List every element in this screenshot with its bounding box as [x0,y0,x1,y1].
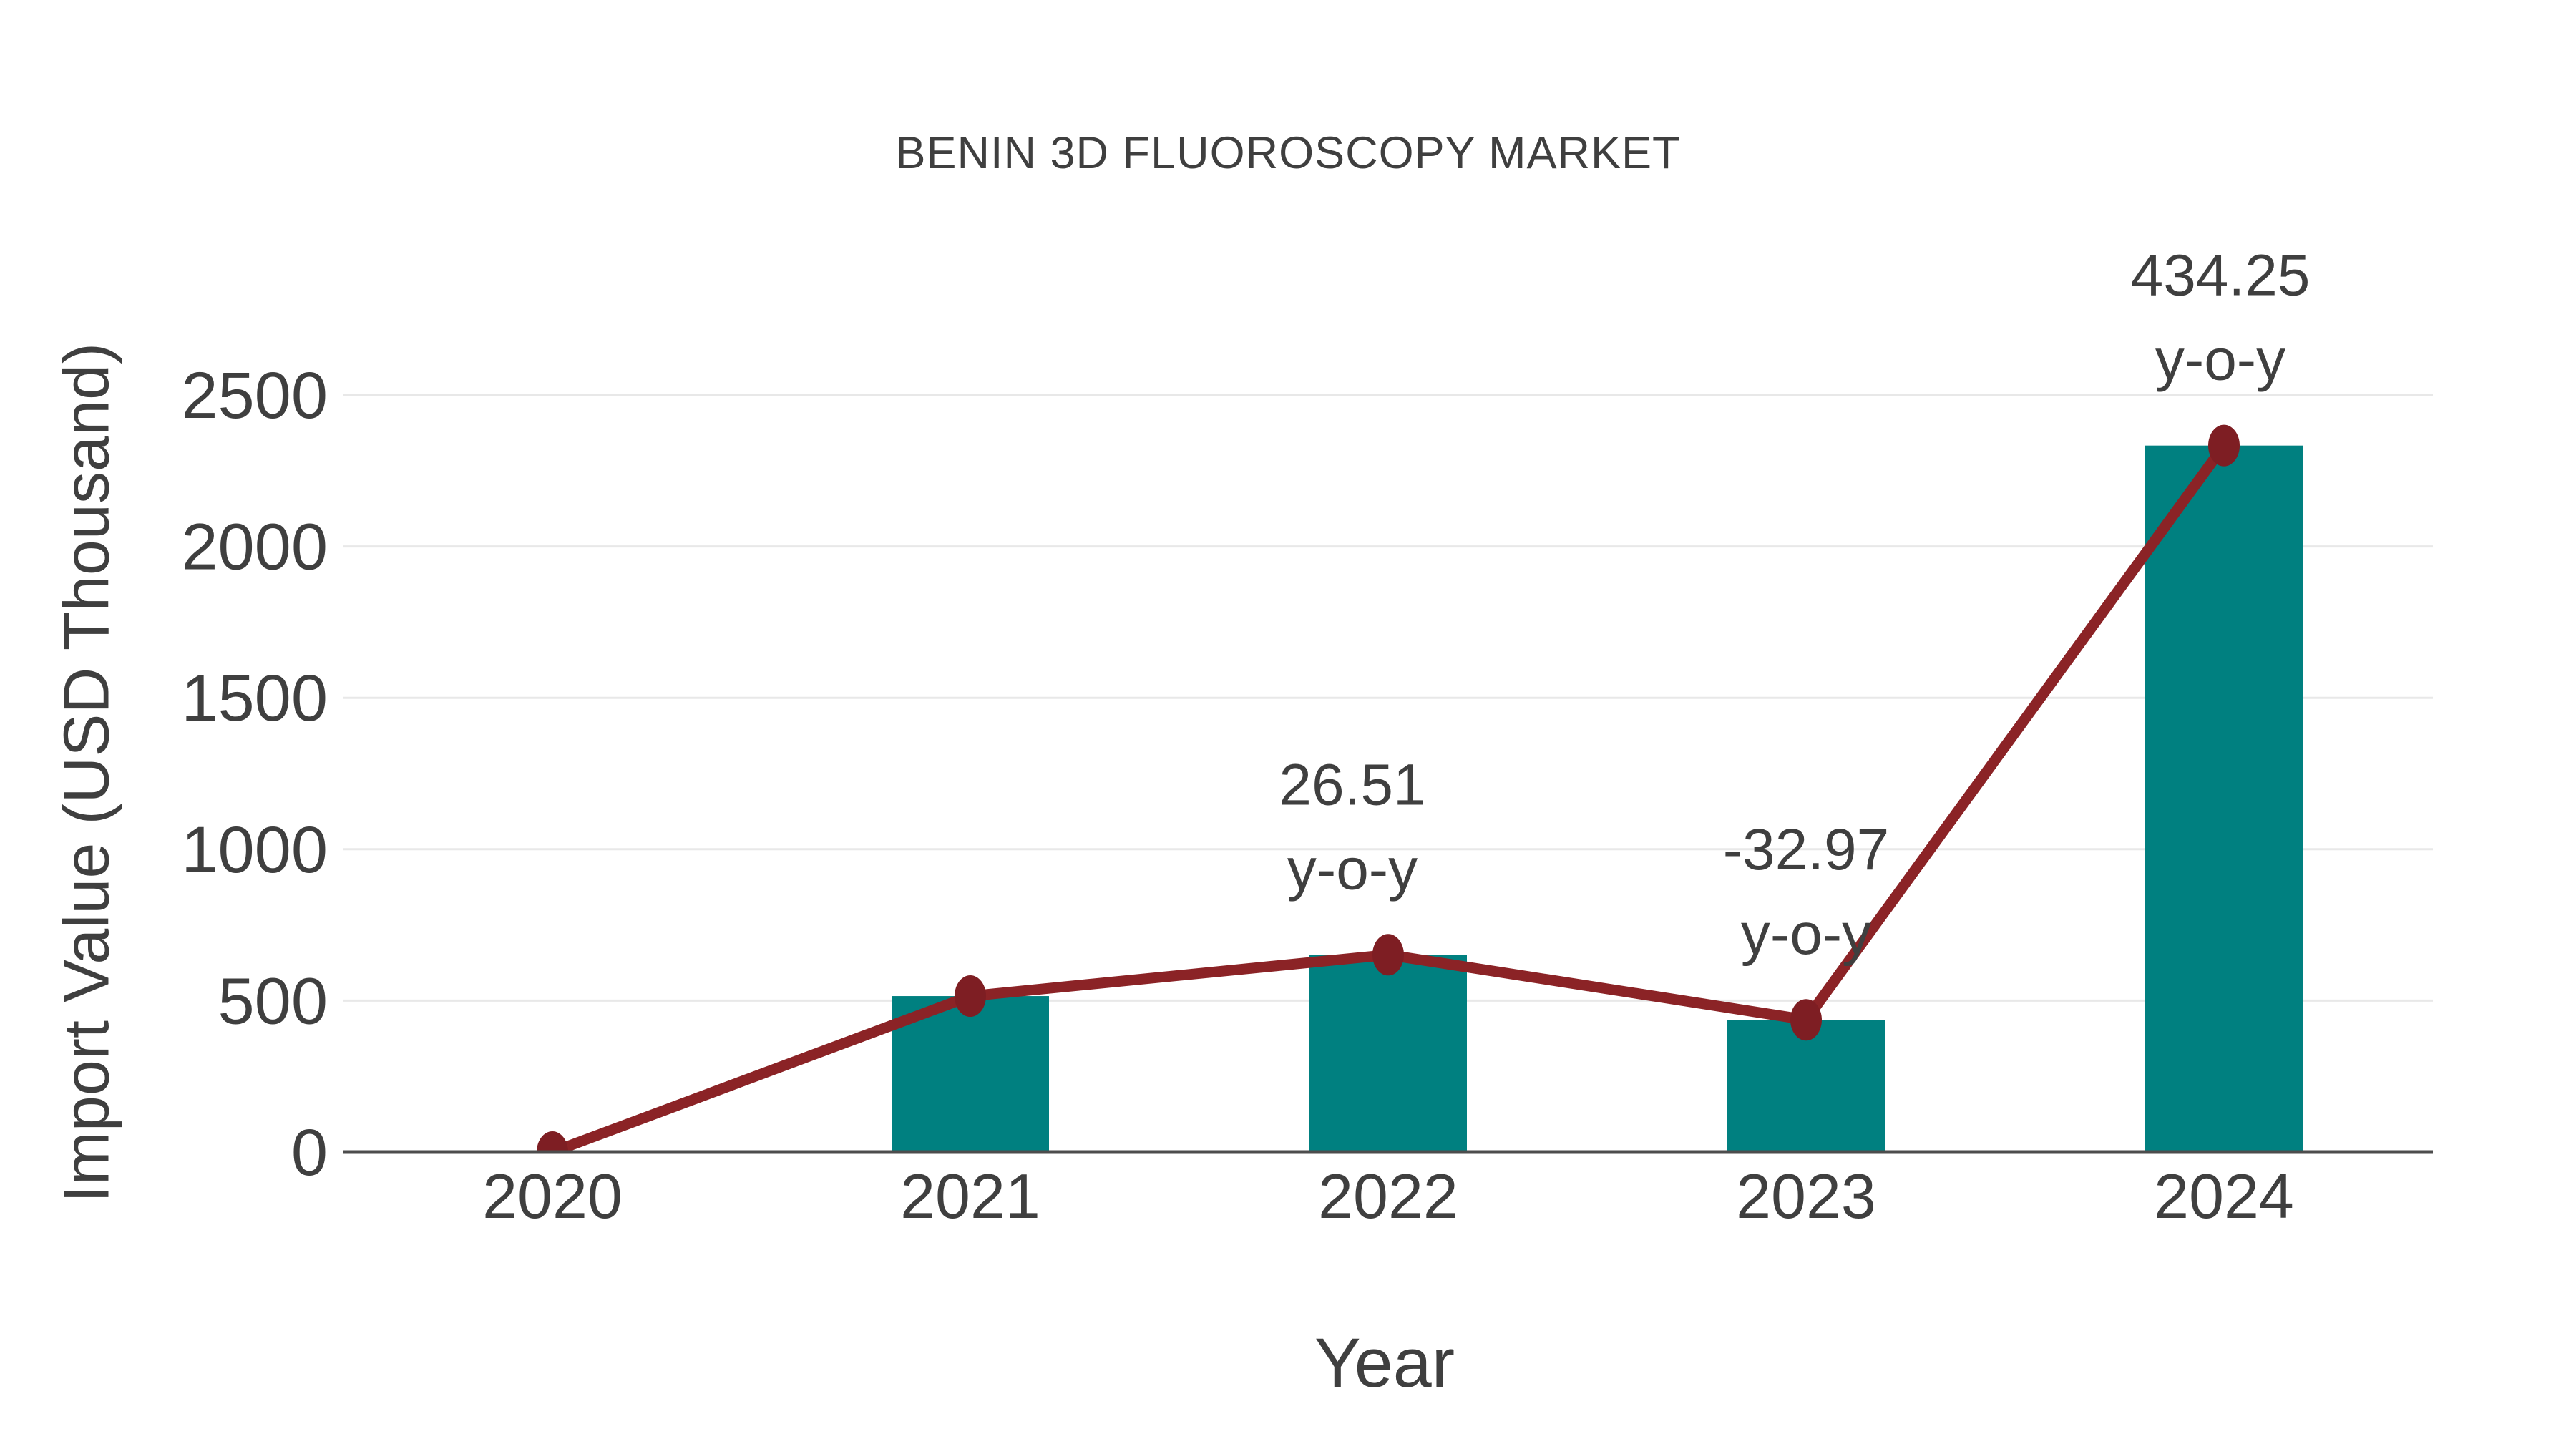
bar-2022 [1309,955,1467,1152]
marker-2021 [955,975,986,1018]
annotation-value-2023: -32.97 [1723,817,1890,882]
bar-2023 [1727,1020,1885,1152]
marker-2022 [1372,934,1404,976]
y-tick-label: 2000 [181,511,328,584]
marker-2024 [2208,424,2240,467]
annotation-value-2022: 26.51 [1279,752,1425,817]
line-series-group [537,424,2240,1152]
x-tick-label: 2022 [1318,1161,1458,1231]
y-tick-label: 1000 [181,814,328,887]
x-axis-title: Year [1314,1324,1455,1402]
bar-2024 [2145,445,2303,1152]
y-tick-label: 1500 [181,662,328,735]
x-tick-label: 2020 [482,1161,623,1231]
x-tick-label: 2021 [900,1161,1040,1231]
annotation-label-2023: y-o-y [1741,902,1871,967]
bar-2021 [892,996,1049,1152]
marker-2020 [537,1131,568,1152]
chart-title: BENIN 3D FLUOROSCOPY MARKET [895,128,1681,178]
annotation-label-2022: y-o-y [1287,836,1418,902]
y-tick-label: 500 [218,965,328,1038]
marker-2023 [1790,999,1822,1041]
x-tick-label: 2023 [1736,1161,1876,1231]
annotation-label-2024: y-o-y [2155,328,2285,393]
annotation-value-2024: 434.25 [2131,243,2311,308]
x-tick-label: 2024 [2154,1161,2294,1231]
y-tick-label: 2500 [181,359,328,432]
y-tick-label: 0 [291,1116,328,1189]
